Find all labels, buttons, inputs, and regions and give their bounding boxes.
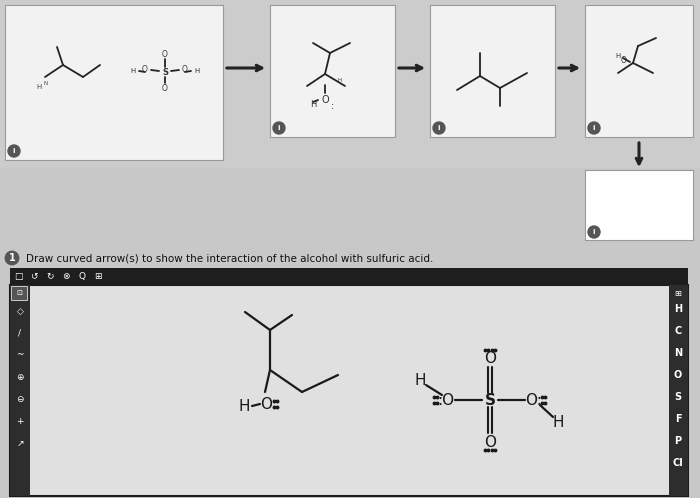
Circle shape [588, 226, 600, 238]
Circle shape [588, 122, 600, 134]
Text: ⊕: ⊕ [16, 373, 24, 381]
Text: H: H [414, 373, 426, 387]
Text: Cl: Cl [673, 458, 683, 468]
Text: :: : [331, 101, 335, 111]
Text: ⊗: ⊗ [62, 271, 70, 280]
Text: H: H [310, 100, 316, 109]
Text: ⊞: ⊞ [675, 288, 682, 297]
Text: Draw curved arrow(s) to show the interaction of the alcohol with sulfuric acid.: Draw curved arrow(s) to show the interac… [26, 253, 433, 263]
Circle shape [433, 122, 445, 134]
FancyBboxPatch shape [585, 5, 693, 137]
Text: :O: :O [438, 392, 454, 407]
Text: F: F [675, 414, 681, 424]
Text: O: O [162, 84, 168, 93]
Text: 1: 1 [8, 253, 15, 263]
Text: ◇: ◇ [17, 306, 23, 316]
Text: ↗: ↗ [16, 439, 24, 448]
Text: Q: Q [78, 271, 85, 280]
Text: N: N [674, 348, 682, 358]
Text: O: O [182, 65, 188, 74]
Text: H: H [238, 398, 250, 413]
Text: N: N [44, 81, 48, 86]
Text: O: O [142, 65, 148, 74]
FancyBboxPatch shape [11, 286, 27, 300]
Text: i: i [593, 125, 595, 131]
FancyBboxPatch shape [10, 285, 30, 496]
Text: ↺: ↺ [30, 271, 38, 280]
Text: H: H [338, 78, 342, 83]
Text: O: O [484, 351, 496, 366]
Text: S: S [484, 392, 496, 407]
FancyBboxPatch shape [270, 5, 395, 137]
FancyBboxPatch shape [10, 285, 688, 496]
Text: ⊡: ⊡ [16, 290, 22, 296]
Text: i: i [438, 125, 440, 131]
Circle shape [273, 122, 285, 134]
Text: H: H [195, 68, 200, 74]
Text: H: H [615, 53, 621, 59]
Text: O: O [260, 396, 272, 411]
Text: ⊖: ⊖ [16, 394, 24, 403]
Text: /: / [18, 329, 22, 338]
Text: P: P [674, 436, 682, 446]
Text: C: C [674, 326, 682, 336]
FancyBboxPatch shape [0, 0, 700, 168]
Text: O: O [674, 370, 682, 380]
Text: i: i [278, 125, 280, 131]
FancyBboxPatch shape [669, 285, 688, 496]
FancyBboxPatch shape [430, 5, 555, 137]
Text: H: H [674, 304, 682, 314]
Text: O: O [321, 95, 329, 105]
Text: i: i [593, 229, 595, 235]
Text: S: S [162, 68, 168, 77]
Text: O:: O: [526, 392, 543, 407]
Text: ~: ~ [16, 351, 24, 360]
Text: ↻: ↻ [46, 271, 54, 280]
Text: O: O [484, 434, 496, 450]
Text: ⊞: ⊞ [94, 271, 101, 280]
Circle shape [8, 145, 20, 157]
Text: □: □ [14, 271, 22, 280]
FancyBboxPatch shape [10, 268, 688, 285]
Text: S: S [674, 392, 682, 402]
Text: +: + [16, 416, 24, 425]
Text: H: H [130, 68, 136, 74]
Text: H: H [552, 414, 564, 429]
Text: O: O [621, 55, 627, 65]
Text: O: O [162, 49, 168, 58]
FancyBboxPatch shape [585, 170, 693, 240]
Text: H: H [36, 84, 41, 90]
Text: i: i [13, 148, 15, 154]
FancyBboxPatch shape [5, 5, 223, 160]
